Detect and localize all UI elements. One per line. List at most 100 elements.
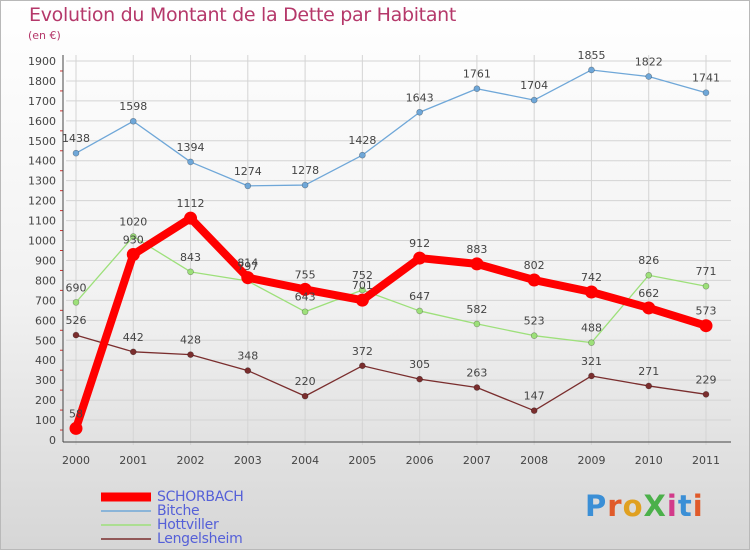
data-label-lengelsheim: 220 <box>295 375 316 388</box>
data-label-bitche: 1741 <box>692 72 720 85</box>
data-label-hottviller: 647 <box>409 290 430 303</box>
data-label-schorbach: 883 <box>466 243 487 256</box>
data-label-lengelsheim: 147 <box>524 390 545 403</box>
data-label-schorbach: 742 <box>581 271 602 284</box>
x-tick-label: 2007 <box>463 454 491 467</box>
data-point-schorbach <box>527 273 541 287</box>
data-label-hottviller: 843 <box>180 251 201 264</box>
legend-swatch-schorbach <box>101 492 151 502</box>
data-point-schorbach <box>241 271 255 285</box>
data-point-bitche <box>530 96 538 104</box>
data-point-schorbach <box>298 282 312 296</box>
data-point-hottviller <box>129 233 137 240</box>
data-point-bitche <box>645 73 653 80</box>
data-label-schorbach: 662 <box>638 287 659 300</box>
x-tick-label: 2009 <box>577 454 605 467</box>
data-point-schorbach <box>126 247 140 261</box>
logo-letter: i <box>692 489 704 523</box>
data-label-lengelsheim: 526 <box>66 314 87 327</box>
series-line-lengelsheim <box>75 334 707 412</box>
y-tick-label: 600 <box>35 314 56 327</box>
data-label-schorbach: 1112 <box>177 197 205 210</box>
data-point-hottviller <box>187 268 194 276</box>
data-point-bitche <box>359 151 366 159</box>
legend-label-bitche: Bitche <box>157 503 200 519</box>
data-point-schorbach <box>584 285 598 299</box>
data-label-hottviller: 643 <box>295 291 316 304</box>
chart-title: Evolution du Montant de la Dette par Hab… <box>29 4 457 26</box>
data-point-bitche <box>244 182 252 190</box>
x-tick-label: 2010 <box>635 454 663 467</box>
data-point-bitche <box>72 149 80 157</box>
data-label-lengelsheim: 271 <box>638 365 659 378</box>
data-label-bitche: 1704 <box>520 79 548 92</box>
data-point-bitche <box>473 85 481 93</box>
data-label-bitche: 1274 <box>234 165 262 178</box>
data-point-lengelsheim <box>359 362 366 370</box>
y-tick-label: 1800 <box>28 75 56 88</box>
x-tick-label: 2004 <box>291 454 319 467</box>
data-labels: 58 930 1112 814 755 701 912 883 802 742 662 573 1438… <box>62 49 720 420</box>
data-label-schorbach: 930 <box>123 233 144 246</box>
data-point-bitche <box>187 158 194 166</box>
y-tick-label: 1500 <box>28 135 56 148</box>
data-point-hottviller <box>702 282 710 290</box>
data-point-schorbach <box>69 421 83 435</box>
y-tick-label: 100 <box>35 414 56 427</box>
data-point-lengelsheim <box>129 348 137 356</box>
y-tick-label: 1000 <box>28 235 56 248</box>
data-point-hottviller <box>645 271 653 279</box>
data-label-schorbach: 802 <box>524 259 545 272</box>
data-label-bitche: 1643 <box>406 91 434 104</box>
y-tick-label: 400 <box>35 354 56 367</box>
data-point-bitche <box>301 181 309 189</box>
data-point-hottviller <box>473 320 481 328</box>
logo-letter: i <box>666 489 678 523</box>
data-label-lengelsheim: 372 <box>352 345 373 358</box>
data-point-lengelsheim <box>301 392 309 400</box>
legend-swatch-lengelsheim <box>101 538 151 540</box>
data-label-lengelsheim: 442 <box>123 331 144 344</box>
data-label-schorbach: 573 <box>696 305 717 318</box>
data-label-bitche: 1761 <box>463 68 491 81</box>
legend-swatch-bitche <box>101 510 151 512</box>
data-point-hottviller <box>530 332 538 339</box>
data-point-lengelsheim <box>244 367 252 374</box>
proxiti-logo: ProXiti <box>585 489 704 523</box>
x-tick-label: 2006 <box>406 454 434 467</box>
data-label-lengelsheim: 428 <box>180 334 201 347</box>
data-point-schorbach <box>413 251 427 265</box>
data-label-bitche: 1438 <box>62 132 90 145</box>
data-label-hottviller: 826 <box>638 254 659 267</box>
series-line-schorbach <box>72 214 710 433</box>
y-tick-label: 1100 <box>28 215 56 228</box>
x-tick-label: 2000 <box>62 454 90 467</box>
x-tick-label: 2005 <box>348 454 376 467</box>
y-tick-label: 700 <box>35 294 56 307</box>
data-point-schorbach <box>642 301 656 315</box>
y-tick-label: 1200 <box>28 195 56 208</box>
data-label-lengelsheim: 229 <box>696 373 717 386</box>
data-label-schorbach: 814 <box>237 257 258 270</box>
y-tick-label: 800 <box>35 274 56 287</box>
data-point-hottviller <box>301 308 309 316</box>
data-label-schorbach: 58 <box>69 407 83 420</box>
data-label-bitche: 1428 <box>348 134 376 147</box>
x-tick-label: 2003 <box>234 454 262 467</box>
data-point-bitche <box>702 89 710 97</box>
x-tick-label: 2011 <box>692 454 720 467</box>
data-point-schorbach <box>470 257 484 271</box>
data-point-lengelsheim <box>645 382 653 390</box>
data-point-bitche <box>416 108 423 116</box>
data-label-bitche: 1394 <box>177 141 205 154</box>
y-tick-label: 1400 <box>28 155 56 168</box>
data-label-bitche: 1822 <box>635 56 663 69</box>
series-group <box>69 66 713 435</box>
y-tick-label: 200 <box>35 394 56 407</box>
data-point-lengelsheim <box>416 375 423 383</box>
grid <box>66 55 731 445</box>
data-point-schorbach <box>355 293 369 307</box>
x-tick-label: 2001 <box>119 454 147 467</box>
data-label-hottviller: 690 <box>66 281 87 294</box>
